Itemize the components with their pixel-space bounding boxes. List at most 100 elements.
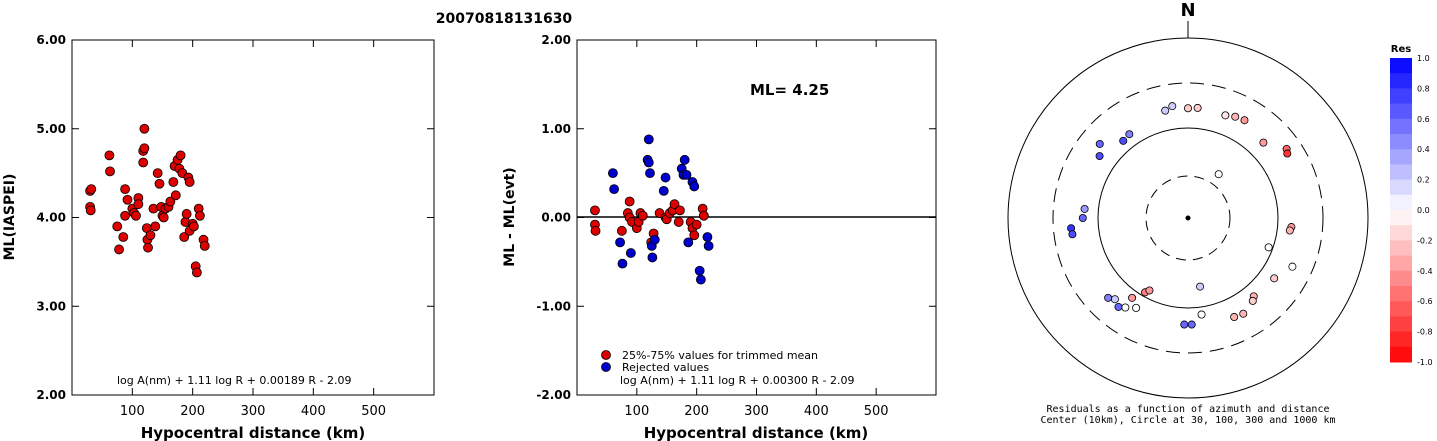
- left-data-point: [150, 221, 161, 232]
- colorbar-cell: [1390, 255, 1412, 272]
- colorbar-cell: [1390, 346, 1412, 363]
- middle-points: [590, 134, 714, 285]
- legend-rejected-marker: [601, 362, 611, 372]
- middle-rejected-point: [647, 252, 658, 263]
- middle-ytick-label: 0.00: [541, 211, 571, 225]
- middle-rejected-point: [608, 168, 618, 179]
- middle-used-point: [691, 219, 702, 230]
- left-chart: 2.00 3.00 4.00 5.00 6.00 100 200 300 400 500 ML(…: [2, 33, 435, 441]
- polar-station-point: [1193, 103, 1202, 112]
- middle-used-point: [616, 225, 627, 236]
- legend-rejected-label: Rejected values: [622, 361, 709, 374]
- middle-rejected-point: [695, 274, 706, 285]
- polar-station-point: [1104, 293, 1113, 302]
- middle-ytick-label: 1.00: [541, 122, 571, 136]
- middle-rejected-point: [625, 248, 636, 258]
- polar-station-point: [1285, 226, 1294, 235]
- left-ytick-label: 2.00: [36, 388, 66, 402]
- left-data-point: [181, 209, 192, 219]
- polar-station-point: [1259, 138, 1268, 147]
- polar-station-point: [1196, 282, 1205, 291]
- polar-station-point: [1197, 310, 1206, 319]
- left-xtick-label: 100: [120, 404, 145, 419]
- left-data-point: [158, 212, 169, 223]
- middle-xlabel: Hypocentral distance (km): [644, 424, 869, 441]
- left-data-point: [85, 205, 96, 216]
- left-formula: log A(nm) + 1.11 log R + 0.00189 R - 2.0…: [117, 374, 351, 387]
- polar-station-point: [1128, 293, 1137, 302]
- middle-rejected-point: [694, 265, 705, 276]
- middle-ytick-label: -2.00: [536, 388, 571, 402]
- polar-station-point: [1184, 104, 1193, 113]
- colorbar-cell: [1390, 73, 1412, 89]
- colorbar-cell: [1390, 331, 1412, 348]
- colorbar-cell: [1390, 103, 1412, 120]
- left-yticks: 2.00 3.00 4.00 5.00 6.00: [36, 33, 434, 402]
- colorbar-cell: [1390, 164, 1412, 181]
- polar-station-point: [1095, 152, 1104, 161]
- polar-station-point: [1283, 149, 1292, 158]
- colorbar-cell: [1390, 316, 1412, 333]
- middle-xtick-label: 400: [804, 404, 829, 419]
- polar-caption-line1: Residuals as a function of azimuth and d…: [1047, 404, 1330, 415]
- middle-used-point: [698, 210, 709, 221]
- left-xticks: 100 200 300 400 500: [120, 40, 386, 419]
- middle-legend: 25%-75% values for trimmed mean Rejected…: [601, 349, 818, 374]
- center-point: [1185, 215, 1191, 221]
- colorbar-labels: 1.0 0.8 0.6 0.4 0.2 0.0 -0.2 -0.4 -0.6 -0.8 -1.0: [1417, 54, 1433, 367]
- middle-rejected-point: [679, 154, 690, 165]
- left-data-point: [143, 242, 153, 253]
- left-data-point: [168, 177, 179, 187]
- polar-station-point: [1110, 295, 1119, 304]
- polar-station-point: [1080, 204, 1089, 213]
- left-ytick-label: 4.00: [36, 211, 66, 225]
- polar-station-point: [1240, 116, 1249, 125]
- polar-chart: N Residuals as a function of azimuth and…: [1007, 0, 1369, 426]
- left-xtick-label: 400: [301, 404, 326, 419]
- polar-station-point: [1214, 170, 1223, 179]
- left-data-point: [170, 190, 181, 201]
- ring-300km: [1052, 82, 1324, 354]
- left-data-point: [152, 168, 163, 179]
- polar-points: [1067, 102, 1297, 329]
- polar-station-point: [1119, 136, 1128, 145]
- polar-station-point: [1221, 111, 1230, 120]
- left-xtick-label: 200: [180, 404, 205, 419]
- middle-used-point: [675, 205, 685, 216]
- polar-station-point: [1248, 296, 1257, 305]
- left-data-point: [188, 221, 199, 232]
- left-data-point: [195, 210, 205, 221]
- colorbar-cell: [1390, 225, 1412, 241]
- colorbar-title: Res: [1391, 44, 1411, 55]
- polar-station-point: [1068, 230, 1077, 239]
- left-data-point: [118, 232, 129, 242]
- middle-rejected-point: [660, 172, 671, 183]
- ring-100km: [1097, 127, 1279, 309]
- left-data-point: [86, 184, 97, 195]
- polar-station-point: [1264, 243, 1273, 252]
- left-data-point: [131, 210, 141, 221]
- middle-chart: -2.00 -1.00 0.00 1.00 2.00 100 200 300 400 500 M…: [502, 33, 937, 441]
- left-data-point: [165, 196, 176, 207]
- middle-used-point: [669, 199, 680, 210]
- colorbar-cell: [1390, 118, 1412, 135]
- middle-xticks: 100 200 300 400 500: [624, 40, 889, 419]
- left-data-point: [139, 143, 150, 154]
- left-data-point: [179, 232, 190, 242]
- polar-station-point: [1114, 302, 1123, 311]
- middle-ylabel: ML - ML(evt): [502, 167, 518, 266]
- left-xtick-label: 500: [361, 404, 386, 419]
- colorbar-cell: [1390, 179, 1412, 196]
- polar-station-point: [1168, 102, 1177, 111]
- colorbar-label: -1.0: [1417, 358, 1433, 367]
- colorbar-label: 0.2: [1417, 176, 1430, 185]
- polar-station-point: [1187, 320, 1196, 329]
- middle-xtick-label: 200: [684, 404, 709, 419]
- colorbar-cells: [1390, 58, 1412, 363]
- middle-rejected-point: [683, 237, 694, 248]
- middle-used-point: [590, 205, 600, 216]
- colorbar-label: 1.0: [1417, 54, 1430, 63]
- legend-used-label: 25%-75% values for trimmed mean: [622, 349, 818, 362]
